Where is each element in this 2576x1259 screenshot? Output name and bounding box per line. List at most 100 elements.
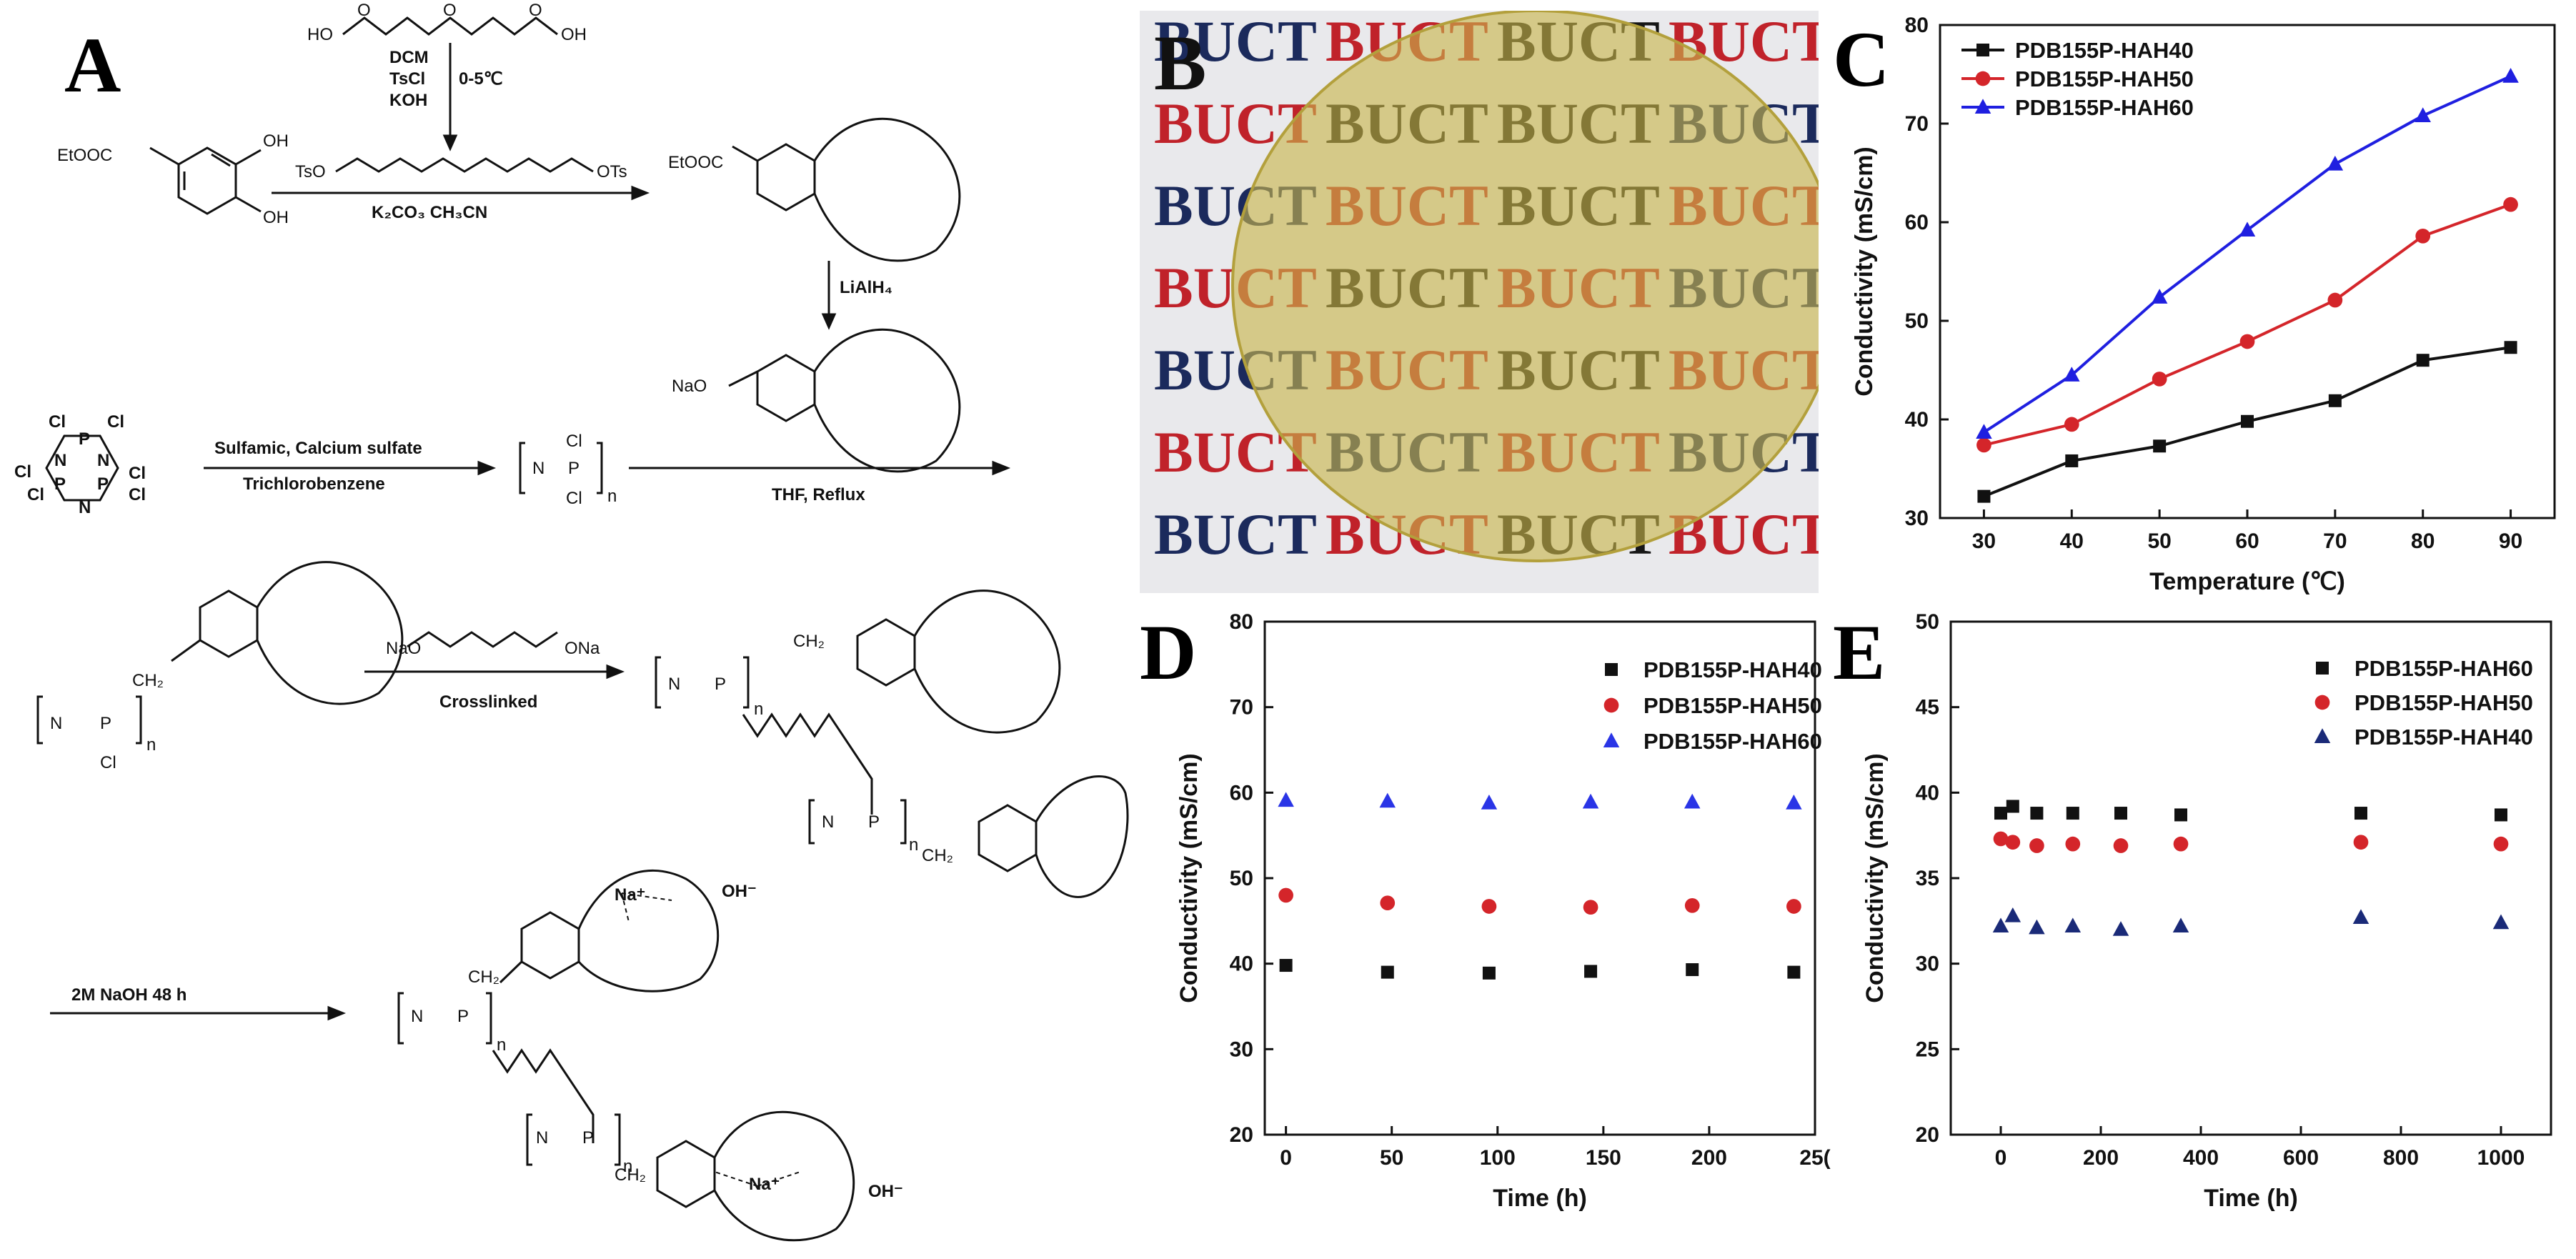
y-tick-label: 80 xyxy=(1230,610,1253,634)
polymer-phosphorus: P xyxy=(568,459,580,478)
data-point xyxy=(2239,334,2255,349)
ring-phosphorus: P xyxy=(79,429,90,449)
data-point xyxy=(1380,895,1396,911)
sodium-ion: Na⁺ xyxy=(749,1175,780,1194)
data-point xyxy=(2502,68,2519,83)
peg-oxygen: O xyxy=(443,1,457,20)
polymer-nitrogen: N xyxy=(822,812,834,832)
hydroxide-ion: OH⁻ xyxy=(722,882,757,901)
data-point xyxy=(2151,289,2168,304)
data-point xyxy=(1379,792,1396,808)
y-axis-label: Conductivity (mS/cm) xyxy=(1861,753,1889,1002)
data-point xyxy=(2030,807,2044,820)
legend-label: PDB155P-HAH40 xyxy=(2354,725,2533,750)
ring-phosphorus: P xyxy=(97,474,109,494)
step2-reagents: K₂CO₃ CH₃CN xyxy=(372,203,487,222)
peg-oxygen: O xyxy=(529,1,542,20)
legend-marker xyxy=(1975,71,1991,86)
data-point xyxy=(2327,155,2344,171)
series-line xyxy=(1983,74,2512,434)
synthesis-scheme: A xyxy=(14,1,1129,1242)
panel-c-label: C xyxy=(1833,16,1889,103)
legend-marker xyxy=(1976,44,1989,56)
data-point xyxy=(1993,831,2009,847)
x-tick-label: 40 xyxy=(2060,529,2084,553)
data-point xyxy=(1787,965,1801,979)
panel-e-label: E xyxy=(1833,609,1885,696)
x-tick-label: 90 xyxy=(2499,529,2522,553)
y-tick-label: 30 xyxy=(1905,507,1929,530)
data-point xyxy=(1481,794,1498,810)
step5-label: Crosslinked xyxy=(439,692,537,712)
chart-e: E 0 200 400 600 800 1000 20 25 30 35 40 45 50 Time (h… xyxy=(1833,609,2552,1212)
membrane-photo: BUCTBUCTBUCTBUCTBUCTBUCTBUCTBUCTBUCTBUCT… xyxy=(1140,11,1819,593)
data-point xyxy=(2415,107,2431,122)
polymer-phosphorus: P xyxy=(868,812,880,832)
coordination-bonds xyxy=(621,892,801,1187)
chlorine-atom: Cl xyxy=(49,412,66,432)
data-point xyxy=(2352,909,2369,925)
data-point xyxy=(2004,907,2021,922)
crown-ester-group: EtOOC xyxy=(668,153,723,172)
data-point xyxy=(1977,489,1991,503)
data-point xyxy=(2114,807,2127,820)
data-point xyxy=(2113,838,2129,853)
legend-marker xyxy=(1603,697,1619,713)
buct-word: BUCT xyxy=(1154,11,1317,74)
y-tick-label: 45 xyxy=(1916,696,1939,720)
data-point xyxy=(1686,963,1699,977)
peg-hydroxyl-left: HO xyxy=(307,25,333,44)
reagent-dcm: DCM xyxy=(389,48,429,67)
data-point xyxy=(1278,792,1294,807)
ester-group: EtOOC xyxy=(57,146,112,165)
data-point xyxy=(1482,966,1496,980)
data-point xyxy=(1481,899,1497,914)
chemical-bonds xyxy=(36,16,1129,1242)
chlorine-atom: Cl xyxy=(27,485,44,504)
x-axis-label: Time (h) xyxy=(2204,1185,2298,1212)
legend-label: PDB155P-HAH50 xyxy=(2015,66,2194,91)
y-tick-label: 50 xyxy=(1230,867,1253,890)
data-point xyxy=(2152,372,2167,387)
repeat-unit-n: n xyxy=(607,487,617,506)
chlorine-atom: Cl xyxy=(129,485,146,504)
benzyl-ch2: CH₂ xyxy=(922,846,953,865)
data-point xyxy=(2064,417,2079,432)
data-point xyxy=(1684,897,1700,913)
data-point xyxy=(1684,793,1701,809)
x-tick-label: 70 xyxy=(2323,529,2347,553)
hydroxyl-group: OH xyxy=(263,131,289,151)
data-point xyxy=(2503,196,2518,212)
hydroxide-ion: OH⁻ xyxy=(868,1182,903,1201)
polymer-phosphorus: P xyxy=(100,714,111,733)
reaction-temperature: 0-5℃ xyxy=(459,69,503,89)
x-axis-label: Temperature (℃) xyxy=(2149,568,2345,595)
data-point xyxy=(2112,921,2129,936)
data-point xyxy=(2416,354,2430,367)
data-point xyxy=(2354,807,2367,820)
data-point xyxy=(1994,807,2007,820)
ring-nitrogen: N xyxy=(79,498,91,517)
x-tick-label: 200 xyxy=(2083,1146,2119,1170)
buct-word: BUCT xyxy=(1154,502,1317,567)
benzyl-ch2: CH₂ xyxy=(132,671,164,690)
data-point xyxy=(2174,808,2187,822)
data-point xyxy=(2153,439,2167,453)
data-point xyxy=(1278,887,1293,903)
benzyl-ch2: CH₂ xyxy=(793,632,825,651)
legend-marker xyxy=(2316,662,2329,675)
repeat-unit-n: n xyxy=(909,835,918,855)
data-point xyxy=(1786,794,1802,810)
benzyl-ch2: CH₂ xyxy=(615,1165,646,1185)
chlorine-atom: Cl xyxy=(14,462,31,482)
step6-label: 2M NaOH 48 h xyxy=(71,985,187,1005)
data-point xyxy=(2327,292,2343,308)
data-point xyxy=(2328,394,2342,407)
data-point xyxy=(2353,835,2369,850)
x-tick-label: 200 xyxy=(1691,1146,1727,1170)
tosylate-right: OTs xyxy=(597,162,627,181)
x-tick-label: 100 xyxy=(1480,1146,1516,1170)
data-point xyxy=(1582,793,1599,809)
repeat-unit-n: n xyxy=(623,1157,632,1176)
legend-marker xyxy=(1603,732,1620,747)
